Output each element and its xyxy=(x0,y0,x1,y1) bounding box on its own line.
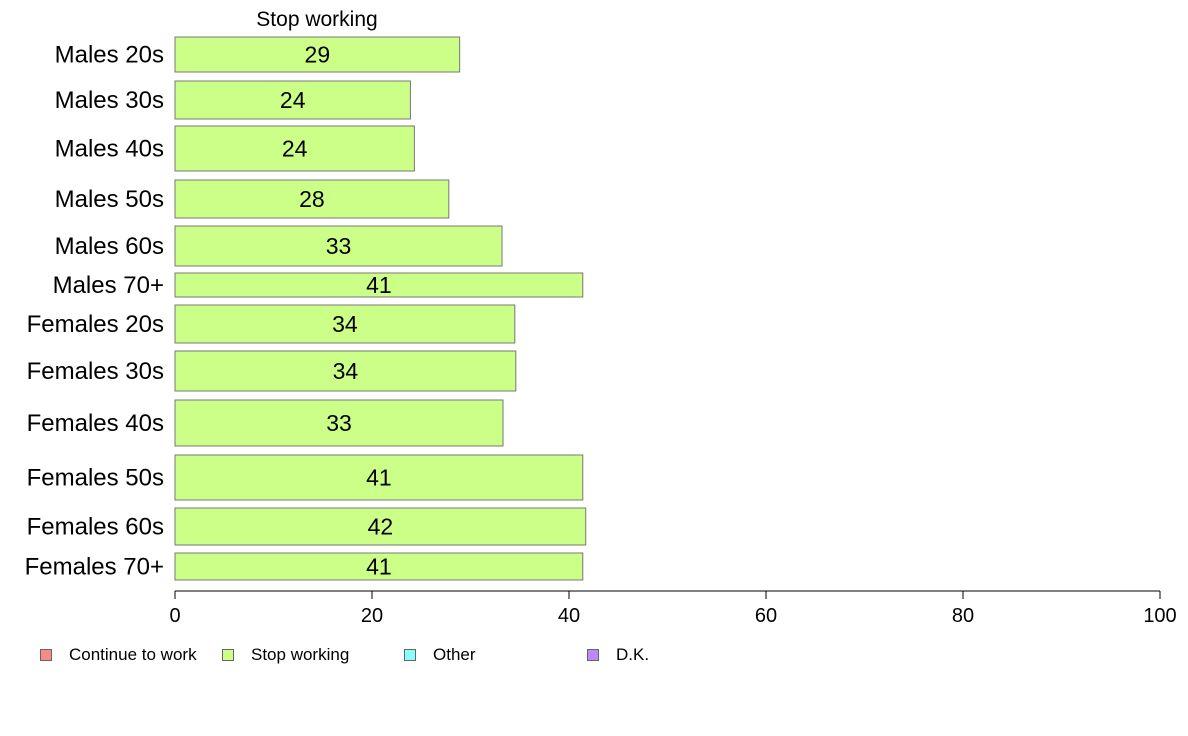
legend-swatch xyxy=(40,649,52,661)
legend-label: Other xyxy=(433,645,476,664)
category-label: Females 70+ xyxy=(25,554,164,581)
category-label: Females 60s xyxy=(27,514,164,541)
category-label: Females 40s xyxy=(27,410,164,437)
legend-item: D.K. xyxy=(587,645,649,665)
legend-swatch xyxy=(404,649,416,661)
data-label: 34 xyxy=(332,311,358,337)
x-tick-label: 100 xyxy=(1143,605,1176,627)
category-label: Females 20s xyxy=(27,311,164,338)
legend-item: Continue to work xyxy=(40,645,197,665)
data-label: 41 xyxy=(366,554,392,580)
category-label: Males 20s xyxy=(55,42,164,69)
legend-swatch xyxy=(222,649,234,661)
category-label: Females 50s xyxy=(27,465,164,492)
legend-swatch xyxy=(587,649,599,661)
data-label: 34 xyxy=(333,358,359,384)
data-label: 41 xyxy=(366,272,392,298)
category-label: Males 50s xyxy=(55,186,164,213)
bar xyxy=(174,125,415,172)
x-tick-label: 0 xyxy=(169,605,180,627)
legend-label: Stop working xyxy=(251,645,350,664)
x-tick-label: 40 xyxy=(558,605,580,627)
legend-label: D.K. xyxy=(616,645,650,664)
bar xyxy=(174,179,450,219)
x-tick-label: 60 xyxy=(755,605,777,627)
bar xyxy=(174,399,504,447)
category-label: Females 30s xyxy=(27,358,164,385)
x-tick-label: 20 xyxy=(361,605,383,627)
bar xyxy=(174,507,587,546)
data-label: 33 xyxy=(326,410,352,436)
legend-label: Continue to work xyxy=(69,645,197,664)
chart-title: Stop working xyxy=(256,8,377,31)
bar xyxy=(174,552,584,581)
category-label: Males 70+ xyxy=(53,272,164,299)
x-axis: 0 20 40 60 80 100 xyxy=(169,590,1177,627)
data-label: 42 xyxy=(368,514,394,540)
data-label: 41 xyxy=(366,465,392,491)
legend-item: Stop working xyxy=(222,645,349,665)
bar xyxy=(174,225,503,267)
data-label: 28 xyxy=(299,186,325,212)
bar xyxy=(174,80,411,120)
data-label: 24 xyxy=(280,87,306,113)
bar xyxy=(174,304,516,344)
category-label: Males 40s xyxy=(55,136,164,163)
category-label: Males 60s xyxy=(55,233,164,260)
data-label: 33 xyxy=(326,233,352,259)
data-label: 24 xyxy=(282,136,308,162)
bars-group: 29 Males 20s 24 Males 30s 24 Males 40s 28 Males… xyxy=(25,36,587,581)
bar xyxy=(174,350,517,392)
data-label: 29 xyxy=(305,42,331,68)
legend: Continue to work Stop working Other D.K. xyxy=(40,645,740,665)
bar xyxy=(174,36,461,73)
legend-item: Other xyxy=(404,645,476,665)
category-label: Males 30s xyxy=(55,87,164,114)
x-tick-label: 80 xyxy=(952,605,974,627)
bar xyxy=(174,454,584,501)
bar xyxy=(174,272,584,298)
